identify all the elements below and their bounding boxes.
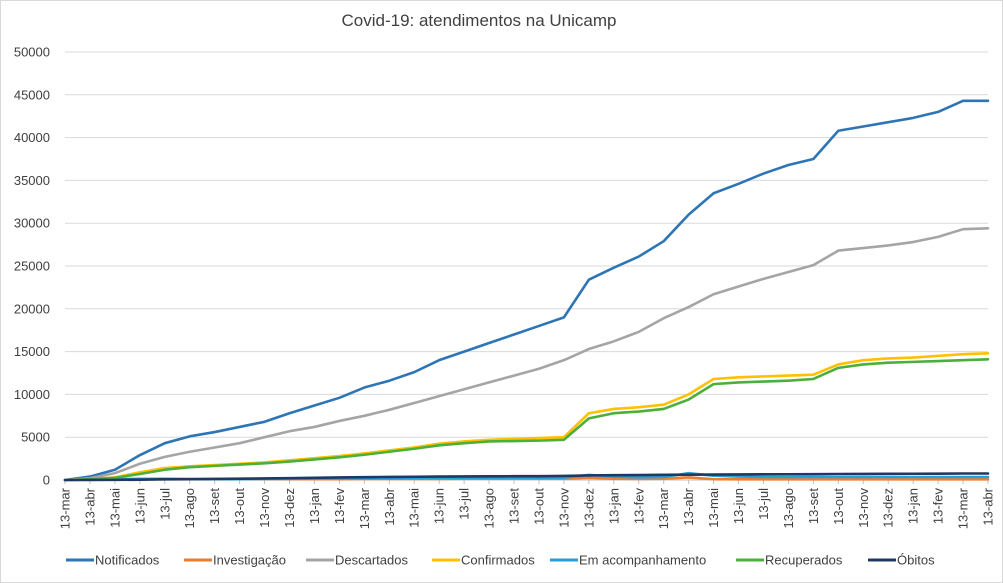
x-tick-label: 13-jun (132, 488, 147, 524)
x-tick-label: 13-abr (82, 487, 97, 525)
x-tick-label: 13-jul (457, 488, 472, 520)
legend-label-confirmados: Confirmados (461, 553, 535, 568)
x-tick-label: 13-mar (656, 487, 671, 529)
x-tick-label: 13-jun (731, 488, 746, 524)
y-tick-label: 25000 (14, 259, 50, 274)
x-tick-label: 13-fev (931, 488, 946, 525)
series-line-descartados (63, 227, 990, 482)
chart-title: Covid-19: atendimentos na Unicamp (342, 11, 617, 30)
x-tick-label: 13-nov (556, 488, 571, 528)
legend-label-recuperados: Recuperados (765, 553, 843, 568)
x-tick-label: 13-nov (856, 488, 871, 528)
series-line-notificados (63, 99, 990, 482)
x-tick-label: 13-nov (257, 488, 272, 528)
legend-label-obitos: Óbitos (897, 553, 935, 568)
x-tick-label: 13-jul (756, 488, 771, 520)
y-tick-label: 20000 (14, 301, 50, 316)
y-tick-label: 50000 (14, 45, 50, 60)
legend-label-investigacao: Investigação (213, 553, 286, 568)
x-tick-label: 13-jul (157, 488, 172, 520)
y-tick-label: 40000 (14, 130, 50, 145)
x-tick-label: 13-set (507, 488, 522, 525)
x-tick-label: 13-abr (981, 487, 996, 525)
series-line-recuperados (63, 357, 990, 482)
x-tick-label: 13-out (531, 488, 546, 525)
legend-label-notificados: Notificados (95, 553, 160, 568)
x-tick-label: 13-dez (282, 488, 297, 528)
y-axis: 0 5000 10000 15000 20000 25000 30000 35000 40000… (14, 45, 50, 488)
y-tick-label: 5000 (21, 430, 50, 445)
y-tick-label: 15000 (14, 344, 50, 359)
x-tick-label: 13-mai (107, 488, 122, 528)
series-line-obitos (63, 472, 990, 482)
x-tick-label: 13-jan (307, 488, 322, 524)
grid-lines (65, 51, 988, 481)
x-tick-label: 13-mar (58, 487, 73, 529)
x-tick-label: 13-mar (357, 487, 372, 529)
x-tick-label: 13-out (232, 488, 247, 525)
x-tick-label: 13-out (831, 488, 846, 525)
x-tick-label: 13-ago (781, 488, 796, 528)
x-tick-label: 13-set (806, 488, 821, 525)
x-tick-label: 13-mar (956, 487, 971, 529)
legend-label-descartados: Descartados (335, 553, 408, 568)
x-tick-label: 13-fev (332, 488, 347, 525)
legend: Notificados Investigação Descartados Confir… (66, 553, 935, 568)
y-tick-label: 0 (43, 473, 50, 488)
legend-label-em-acompanhamento: Em acompanhamento (579, 553, 706, 568)
x-tick-label: 13-jun (432, 488, 447, 524)
x-tick-label: 13-ago (482, 488, 497, 528)
y-tick-label: 35000 (14, 173, 50, 188)
x-tick-label: 13-fev (631, 488, 646, 525)
series-lines (63, 99, 990, 482)
x-tick-label: 13-dez (581, 488, 596, 528)
x-tick-label: 13-dez (881, 488, 896, 528)
x-tick-label: 13-set (207, 488, 222, 525)
x-tick-label: 13-abr (681, 487, 696, 525)
x-tick-label: 13-jan (906, 488, 921, 524)
x-tick-label: 13-ago (182, 488, 197, 528)
x-tick-label: 13-mai (706, 488, 721, 528)
y-tick-label: 30000 (14, 216, 50, 231)
x-axis: 13-mar 13-abr 13-mai 13-jun 13-jul 13-ago 13-s… (58, 480, 996, 529)
y-tick-label: 45000 (14, 87, 50, 102)
y-tick-label: 10000 (14, 387, 50, 402)
x-tick-label: 13-mai (407, 488, 422, 528)
x-tick-label: 13-jan (606, 488, 621, 524)
x-tick-label: 13-abr (382, 487, 397, 525)
